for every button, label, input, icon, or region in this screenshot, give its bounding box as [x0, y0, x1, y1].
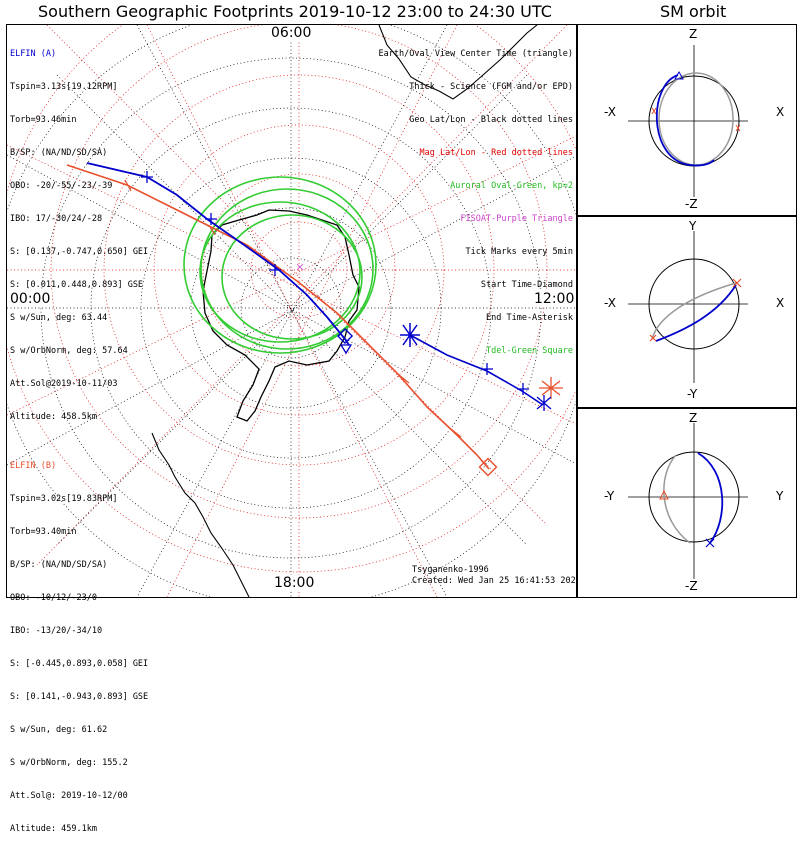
elfin-a-line: S w/OrbNorm, deg: 57.64: [10, 346, 128, 356]
elfin-a-info: ELFIN (A) Tspin=3.13s[19.12RPM] Torb=93.…: [10, 27, 148, 445]
sm-orbit-panel-xz: Z -Z -X X: [577, 24, 797, 216]
elfin-a-line: Torb=93.46min: [10, 115, 77, 125]
elfin-b-line: Att.Sol@: 2019-10-12/00: [10, 791, 128, 801]
clock-label-top: 06:00: [269, 25, 314, 41]
elfin-b-line: S w/OrbNorm, deg: 155.2: [10, 758, 128, 768]
elfin-b-line: Tspin=3.02s[19.83RPM]: [10, 494, 118, 504]
sm-orbit-panel-xy: Y -Y -X X: [577, 216, 797, 408]
elfin-b-line: OBO: -10/12/-23/0: [10, 593, 97, 603]
sm1-axis-top: Z: [689, 27, 698, 41]
sm2-axis-left: -X: [604, 296, 616, 310]
elfin-a-line: B/SP: (NA/ND/SD/SA): [10, 148, 108, 158]
elfin-a-name: ELFIN (A): [10, 49, 57, 59]
geo-grid: [7, 25, 576, 597]
map-legend: Earth/Oval View Center Time (triangle) T…: [379, 27, 573, 379]
sm2-axis-right: X: [776, 296, 785, 310]
credit-text: Tsyganenko-1996 Created: Wed Jan 25 16:41…: [412, 565, 581, 587]
map-title: Southern Geographic Footprints 2019-10-1…: [38, 2, 552, 21]
sm1-axis-left: -X: [604, 105, 616, 119]
legend-item: Earth/Oval View Center Time (triangle): [378, 49, 573, 59]
south-america-coastline: [151, 432, 250, 597]
sm-orbit-panel-yz: Z -Z -Y Y: [577, 408, 797, 598]
elfin-b-line: Altitude: 459.1km: [10, 824, 97, 834]
elfin-a-line: OBO: -20/-55/-23/-39: [10, 181, 113, 191]
auroral-ovals: [183, 176, 377, 354]
credit-created: Created: Wed Jan 25 16:41:53 2023: [412, 576, 581, 586]
sm1-axis-right: X: [776, 105, 785, 119]
sm-orbit-yz-plot: [628, 423, 748, 579]
elfin-b-line: S: [-0.445,0.893,0.058] GEI: [10, 659, 149, 669]
elfin-b-track: [66, 164, 563, 477]
elfin-a-line: S: [0.011,0.448,0.893] GSE: [10, 280, 144, 290]
elfin-b-line: S w/Sun, deg: 61.62: [10, 725, 108, 735]
elfin-b-line: IBO: -13/20/-34/10: [10, 626, 103, 636]
legend-item: Tdel-Green Square: [486, 346, 573, 356]
mag-grid: [7, 25, 576, 597]
credit-model: Tsyganenko-1996: [412, 565, 489, 575]
sm3-axis-bottom: -Z: [685, 579, 698, 593]
sm3-axis-right: Y: [776, 489, 784, 503]
footprint-map-panel: ELFIN (A) Tspin=3.13s[19.12RPM] Torb=93.…: [6, 24, 581, 834]
elfin-a-line: S w/Sun, deg: 63.44: [10, 313, 108, 323]
clock-label-bottom: 18:00: [272, 575, 317, 591]
elfin-b-name: ELFIN (B): [10, 461, 57, 471]
sm3-axis-left: -Y: [604, 489, 615, 503]
sm2-axis-top: Y: [689, 219, 697, 233]
sm3-axis-top: Z: [689, 411, 698, 425]
elfin-a-line: S: [0.137,-0.747,0.650] GEI: [10, 247, 149, 257]
sm2-axis-bottom: -Y: [687, 387, 698, 401]
elfin-b-line: B/SP: (NA/ND/SD/SA): [10, 560, 108, 570]
australia-coastline: [378, 25, 538, 100]
elfin-a-line: Att.Sol@2019-10-11/03: [10, 379, 118, 389]
elfin-a-track: [86, 162, 552, 411]
legend-item: End Time-Asterisk: [486, 313, 573, 323]
legend-item: Auroral Oval-Green, kp=2: [450, 181, 573, 191]
legend-item: FISOAT-Purple Triangle: [460, 214, 573, 224]
elfin-a-line: Tspin=3.13s[19.12RPM]: [10, 82, 118, 92]
sm1-axis-bottom: -Z: [685, 197, 698, 211]
sm-orbit-xy-plot: [628, 231, 748, 383]
elfin-a-line: Altitude: 458.5km: [10, 412, 97, 422]
legend-item: Thick - Science (FGM and/or EPD): [409, 82, 573, 92]
footprint-map: [7, 25, 576, 597]
legend-item: Geo Lat/Lon - Black dotted lines: [409, 115, 573, 125]
antarctica-coastline: [202, 209, 360, 422]
legend-item: Start Time-Diamond: [480, 280, 573, 290]
elfin-b-line: S: [0.141,-0.943,0.893] GSE: [10, 692, 149, 702]
clock-label-left: 00:00: [8, 291, 53, 307]
legend-item: Tick Marks every 5min: [465, 247, 573, 257]
clock-label-right: 12:00: [532, 291, 577, 307]
elfin-b-info: ELFIN (B) Tspin=3.02s[19.83RPM] Torb=93.…: [10, 439, 148, 857]
elfin-a-line: IBO: 17/-30/24/-28: [10, 214, 103, 224]
pole-markers: [296, 263, 304, 271]
sm-orbit-title: SM orbit: [660, 2, 727, 21]
sm-orbit-xz-plot: [628, 45, 748, 197]
elfin-b-line: Torb=93.40min: [10, 527, 77, 537]
legend-item: Mag Lat/Lon - Red dotted lines: [419, 148, 573, 158]
